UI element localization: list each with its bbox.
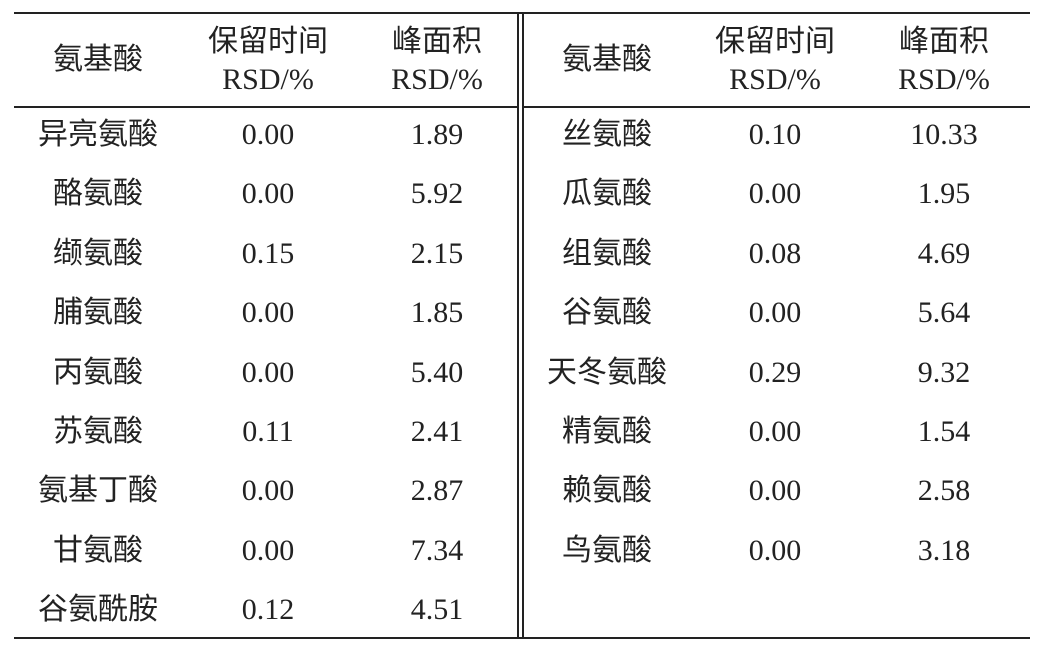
amino-acid-name: 谷氨酸 [562,296,652,330]
rsd-value: 0.12 [241,593,295,627]
rsd-value: 0.29 [748,355,802,389]
amino-acid-name: 丝氨酸 [562,118,652,151]
header-cell: 峰面积 [392,25,482,58]
rsd-value: 5.92 [410,177,464,211]
amino-acid-name: 鸟氨酸 [562,533,652,567]
rsd-value: 0.00 [748,533,802,567]
amino-acid-name: 甘氨酸 [53,533,143,567]
rsd-value: 1.89 [410,118,464,151]
amino-acid-name: 天冬氨酸 [547,355,667,389]
rsd-value: 9.32 [917,355,971,389]
amino-acid-name: 氨基丁酸 [38,474,158,508]
rsd-value: 2.41 [410,415,464,448]
rsd-value: 2.58 [917,474,971,508]
rsd-value: 1.85 [410,296,464,330]
header-cell: RSD/% [222,63,314,96]
rsd-value: 2.15 [410,236,464,270]
header-rule [524,106,1030,108]
rsd-value: 0.00 [241,533,295,567]
header-cell: RSD/% [898,63,990,96]
rsd-value: 3.18 [917,533,971,567]
amino-acid-name: 组氨酸 [562,236,652,270]
rsd-value: 0.00 [241,474,295,508]
header-cell: RSD/% [729,63,821,96]
rsd-value: 0.00 [748,177,802,211]
amino-acid-name: 缬氨酸 [53,236,143,270]
rsd-value: 2.87 [410,474,464,508]
amino-acid-name: 苏氨酸 [53,415,143,448]
rsd-value: 0.08 [748,236,802,270]
rsd-value: 4.51 [410,593,464,627]
amino-acid-name: 谷氨酰胺 [38,593,158,627]
rsd-value: 0.11 [242,415,294,448]
amino-acid-name: 丙氨酸 [53,355,143,389]
rsd-value: 0.00 [748,296,802,330]
rsd-value: 0.10 [748,118,802,151]
rsd-value: 1.54 [917,415,971,448]
header-cell: 保留时间 [208,25,328,58]
rsd-value: 10.33 [910,118,978,151]
header-cell: 保留时间 [715,25,835,58]
header-rule [14,106,518,108]
amino-acid-name: 异亮氨酸 [38,118,158,151]
header-cell: 氨基酸 [562,43,652,76]
rsd-value: 0.00 [241,296,295,330]
rsd-value: 0.15 [241,236,295,270]
rsd-value: 0.00 [241,355,295,389]
divider [517,12,519,639]
amino-acid-name: 精氨酸 [562,415,652,448]
amino-acid-name: 瓜氨酸 [562,177,652,211]
rsd-value: 4.69 [917,236,971,270]
amino-acid-name: 赖氨酸 [562,474,652,508]
rsd-value: 0.00 [748,415,802,448]
header-cell: 氨基酸 [53,43,143,76]
divider [522,12,524,639]
header-cell: RSD/% [391,63,483,96]
rsd-value: 7.34 [410,533,464,567]
header-cell: 峰面积 [899,25,989,58]
rsd-value: 1.95 [917,177,971,211]
amino-acid-name: 酪氨酸 [53,177,143,211]
amino-acid-name: 脯氨酸 [53,296,143,330]
rsd-value: 5.64 [917,296,971,330]
rsd-value: 0.00 [241,118,295,151]
rsd-value: 0.00 [748,474,802,508]
rsd-value: 5.40 [410,355,464,389]
rsd-value: 0.00 [241,177,295,211]
